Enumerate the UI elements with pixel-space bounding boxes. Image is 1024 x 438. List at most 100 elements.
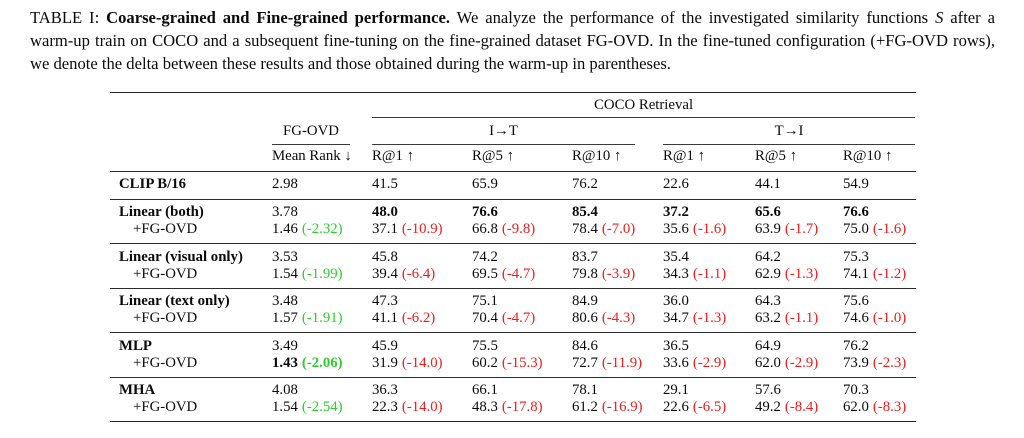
delta-value: (-2.32)	[301, 221, 343, 237]
metric-cell: 41.1 (-6.2)	[372, 310, 436, 326]
delta-value: (-1.3)	[692, 310, 727, 326]
metric-cell: 61.2 (-16.9)	[572, 399, 643, 415]
delta-value: (-1.3)	[784, 265, 819, 282]
metric-cell: 35.6 (-1.6)	[663, 221, 727, 237]
metric-cell: 80.6 (-4.3)	[572, 310, 636, 326]
column-header-row: Mean Rank ↓ R@1 ↑ R@5 ↑ R@10 ↑ R@1 ↑ R@5…	[110, 145, 917, 172]
table-row-linear-visual-fgovd: +FG-OVD 1.54 (-1.99) 39.4 (-6.4) 69.5 (-4.7…	[110, 266, 916, 289]
table-row-clip-b16: CLIP B/16 2.98 41.5 65.9 76.2 22.6 44.1 …	[110, 171, 917, 200]
text-to-image-group-cell: T→I	[653, 118, 916, 145]
delta-value: (-10.9)	[401, 221, 443, 237]
table-row-mlp: MLP 3.49 45.9 75.5 84.6 36.5 64.9 76.2	[110, 332, 917, 355]
metric-cell: 33.6 (-2.9)	[663, 354, 727, 371]
metric-cell: 63.2 (-1.1)	[755, 310, 819, 326]
col-header-ti-r10: R@10 ↑	[833, 145, 917, 172]
fg-ovd-header: FG-OVD	[283, 123, 339, 139]
delta-value: (-1.6)	[692, 221, 727, 237]
metric-cell: 3.49	[262, 332, 362, 355]
delta-value: (-4.7)	[501, 265, 536, 282]
metric-cell: 57.6	[745, 376, 833, 399]
delta-value: (-4.7)	[501, 310, 536, 326]
metric-cell: 76.2	[833, 332, 917, 355]
col-header-ti-r5: R@5 ↑	[745, 145, 833, 172]
delta-value: (-11.9)	[601, 354, 643, 371]
delta-value: (-2.06)	[301, 354, 343, 371]
metric-cell: 85.4	[562, 198, 653, 221]
text-to-image-header: T→I	[774, 123, 804, 139]
delta-value: (-1.1)	[692, 265, 727, 282]
delta-value: (-6.2)	[401, 310, 436, 326]
metric-cell: 37.2	[653, 198, 745, 221]
metric-cell: 62.0 (-8.3)	[843, 399, 907, 415]
metric-cell: 84.9	[562, 287, 653, 310]
metric-cell: 65.6	[745, 198, 833, 221]
metric-cell: 3.48	[262, 287, 362, 310]
metric-cell: 22.6	[653, 171, 745, 200]
row-label: +FG-OVD	[133, 265, 198, 282]
row-label: Linear (visual only)	[110, 243, 262, 266]
delta-value: (-1.91)	[301, 310, 343, 326]
delta-value: (-7.0)	[601, 221, 636, 237]
col-header-it-r1: R@1 ↑	[362, 145, 462, 172]
metric-cell: 74.2	[462, 243, 562, 266]
metric-cell: 75.3	[833, 243, 917, 266]
delta-value: (-1.99)	[301, 265, 343, 282]
delta-value: (-8.3)	[872, 399, 907, 415]
metric-cell: 45.9	[362, 332, 462, 355]
table-row-linear-text-fgovd: +FG-OVD 1.57 (-1.91) 41.1 (-6.2) 70.4 (-4.7…	[110, 310, 916, 333]
caption-label: TABLE I:	[30, 8, 107, 27]
metric-cell: 36.5	[653, 332, 745, 355]
caption-title: Coarse-grained and Fine-grained performa…	[106, 8, 450, 27]
col-header-mean-rank: Mean Rank ↓	[262, 145, 362, 172]
table-row-linear-text: Linear (text only) 3.48 47.3 75.1 84.9 3…	[110, 287, 917, 310]
delta-value: (-1.2)	[872, 265, 907, 282]
metric-cell: 72.7 (-11.9)	[572, 354, 643, 371]
metric-cell: 41.5	[362, 171, 462, 200]
caption-var-s: S	[935, 8, 944, 27]
metric-cell: 66.1	[462, 376, 562, 399]
metric-cell: 75.5	[462, 332, 562, 355]
row-label: MHA	[110, 376, 262, 399]
row-label: CLIP B/16	[110, 171, 262, 200]
metric-cell: 22.6 (-6.5)	[663, 399, 727, 415]
metric-cell: 62.0 (-2.9)	[755, 354, 819, 371]
table-row-mha-fgovd: +FG-OVD 1.54 (-2.54) 22.3 (-14.0) 48.3 (-17…	[110, 399, 916, 422]
spacer-cell	[110, 93, 362, 119]
delta-value: (-16.9)	[601, 399, 643, 415]
metric-cell: 84.6	[562, 332, 653, 355]
delta-value: (-9.8)	[501, 221, 536, 237]
metric-cell: 76.6	[462, 198, 562, 221]
table-row-linear-both-fgovd: +FG-OVD 1.46 (-2.32) 37.1 (-10.9) 66.8 (-9.…	[110, 221, 916, 244]
metric-cell: 76.2	[562, 171, 653, 200]
table-row-mlp-fgovd: +FG-OVD 1.43 (-2.06) 31.9 (-14.0) 60.2 (-15…	[110, 355, 916, 378]
metric-cell: 48.3 (-17.8)	[472, 399, 543, 415]
metric-cell: 69.5 (-4.7)	[472, 265, 536, 282]
caption-text-1: We analyze the performance of the invest…	[449, 8, 936, 27]
row-label: +FG-OVD	[133, 310, 198, 326]
metric-cell: 78.4 (-7.0)	[572, 221, 636, 237]
metric-cell: 73.9 (-2.3)	[843, 354, 907, 371]
coco-retrieval-header: COCO Retrieval	[594, 97, 694, 113]
metric-cell: 49.2 (-8.4)	[755, 399, 819, 415]
col-header-it-r10: R@10 ↑	[562, 145, 653, 172]
delta-value: (-17.8)	[501, 399, 543, 415]
metric-cell: 45.8	[362, 243, 462, 266]
metric-cell: 48.0	[362, 198, 462, 221]
metric-cell: 75.6	[833, 287, 917, 310]
metric-cell: 36.0	[653, 287, 745, 310]
metric-cell: 1.46 (-2.32)	[272, 221, 343, 237]
metric-cell: 3.53	[262, 243, 362, 266]
metric-cell: 37.1 (-10.9)	[372, 221, 443, 237]
metric-cell: 1.54 (-1.99)	[272, 265, 343, 282]
metric-cell: 54.9	[833, 171, 917, 200]
metric-cell: 83.7	[562, 243, 653, 266]
delta-value: (-2.9)	[784, 354, 819, 371]
metric-cell: 29.1	[653, 376, 745, 399]
metric-cell: 1.54 (-2.54)	[272, 399, 343, 415]
image-to-text-group-cell: I→T	[362, 118, 653, 145]
metric-cell: 60.2 (-15.3)	[472, 354, 543, 371]
delta-value: (-2.9)	[692, 354, 727, 371]
metric-cell: 76.6	[833, 198, 917, 221]
metric-cell: 74.6 (-1.0)	[843, 310, 907, 326]
table-row-linear-both: Linear (both) 3.78 48.0 76.6 85.4 37.2 6…	[110, 198, 917, 221]
